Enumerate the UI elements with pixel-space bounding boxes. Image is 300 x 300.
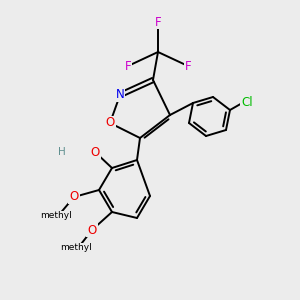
- Text: N: N: [116, 88, 124, 101]
- Text: methyl: methyl: [60, 244, 92, 253]
- Text: F: F: [185, 59, 191, 73]
- Text: Cl: Cl: [241, 95, 253, 109]
- Text: O: O: [105, 116, 115, 130]
- Text: O: O: [87, 224, 97, 236]
- Text: methyl: methyl: [40, 212, 72, 220]
- Text: H: H: [58, 147, 66, 157]
- Text: F: F: [125, 59, 131, 73]
- Text: F: F: [155, 16, 161, 28]
- Text: O: O: [90, 146, 100, 158]
- Text: O: O: [69, 190, 79, 203]
